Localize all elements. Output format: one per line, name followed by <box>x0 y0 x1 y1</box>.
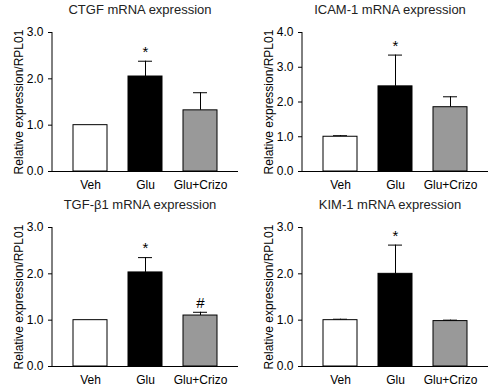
svg-text:2.0: 2.0 <box>27 267 44 281</box>
svg-text:Relative expression/RPL01: Relative expression/RPL01 <box>12 224 26 369</box>
svg-text:2.0: 2.0 <box>277 95 294 109</box>
svg-text:*: * <box>143 239 149 256</box>
html-text:TGF-β1 mRNA expression: TGF-β1 mRNA expression <box>63 197 217 212</box>
svg-text:#: # <box>196 294 205 311</box>
svg-text:*: * <box>143 43 149 60</box>
svg-text:Veh: Veh <box>80 178 101 192</box>
svg-text:Glu+Crizo: Glu+Crizo <box>174 373 228 387</box>
svg-text:Veh: Veh <box>80 373 101 387</box>
svg-text:3.0: 3.0 <box>27 25 44 39</box>
svg-text:Glu: Glu <box>386 178 405 192</box>
html-text:KIM-1 mRNA expression: KIM-1 mRNA expression <box>318 197 462 212</box>
svg-text:1.0: 1.0 <box>27 313 44 327</box>
svg-text:Relative expression/RPL01: Relative expression/RPL01 <box>12 29 26 174</box>
svg-text:*: * <box>393 227 399 244</box>
svg-text:1.0: 1.0 <box>27 118 44 132</box>
svg-text:4.0: 4.0 <box>277 25 294 39</box>
svg-text:3.0: 3.0 <box>277 60 294 74</box>
svg-text:*: * <box>393 37 399 54</box>
svg-text:2.0: 2.0 <box>277 267 294 281</box>
svg-text:0.0: 0.0 <box>277 164 294 178</box>
svg-text:1.0: 1.0 <box>277 130 294 144</box>
svg-text:Glu: Glu <box>136 178 155 192</box>
svg-text:Glu: Glu <box>136 373 155 387</box>
svg-text:Veh: Veh <box>330 373 351 387</box>
svg-text:1.0: 1.0 <box>277 313 294 327</box>
svg-text:Relative expression/RPL01: Relative expression/RPL01 <box>262 224 276 369</box>
html-text:CTGF mRNA expression: CTGF mRNA expression <box>68 2 212 17</box>
svg-text:Relative expression/RPL01: Relative expression/RPL01 <box>262 29 276 174</box>
svg-text:2.0: 2.0 <box>27 72 44 86</box>
svg-text:Glu+Crizo: Glu+Crizo <box>424 373 478 387</box>
svg-text:Veh: Veh <box>330 178 351 192</box>
svg-text:Glu: Glu <box>386 373 405 387</box>
svg-text:3.0: 3.0 <box>27 220 44 234</box>
html-text:ICAM-1 mRNA expression: ICAM-1 mRNA expression <box>314 2 466 17</box>
svg-text:0.0: 0.0 <box>27 164 44 178</box>
svg-text:0.0: 0.0 <box>27 359 44 373</box>
svg-text:Glu+Crizo: Glu+Crizo <box>174 178 228 192</box>
svg-text:0.0: 0.0 <box>277 359 294 373</box>
svg-text:Glu+Crizo: Glu+Crizo <box>424 178 478 192</box>
svg-text:3.0: 3.0 <box>277 220 294 234</box>
